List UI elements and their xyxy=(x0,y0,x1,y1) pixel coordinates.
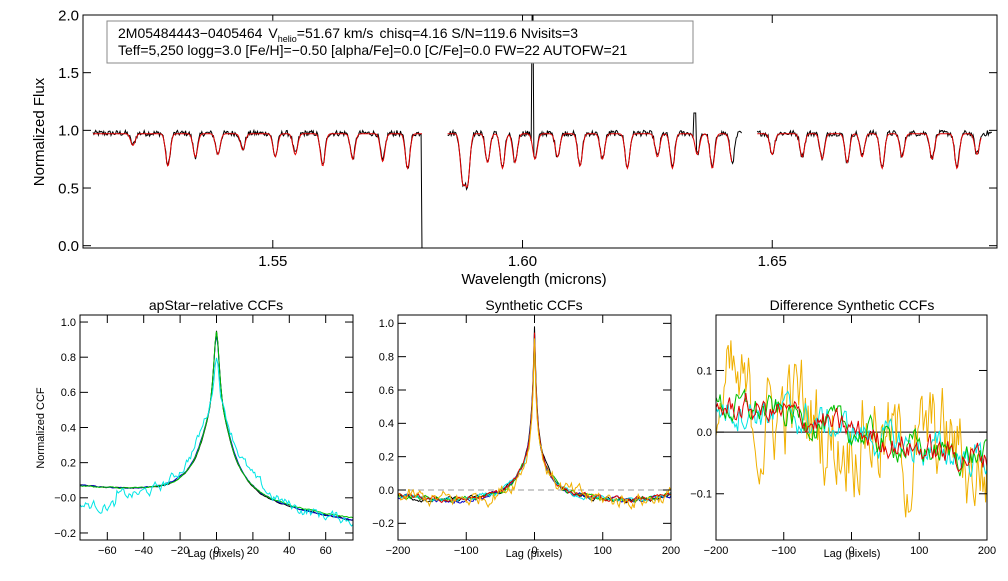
synthetic-ccf-xlabel: Lag (pixels) xyxy=(506,548,563,560)
difference-ccf-ticks: −200 −100 0 100 200 −0.1 0.0 0.1 xyxy=(690,315,996,557)
spectrum-plot-area xyxy=(92,15,993,248)
difference-ccf-title: Difference Synthetic CCFs xyxy=(770,297,935,313)
spectrum-xtick-label: 1.65 xyxy=(758,253,787,270)
difference-ccf-ytick-label: 0.0 xyxy=(697,427,712,439)
apstar-ccf-xtick-label: −20 xyxy=(171,545,190,557)
spectrum-ytick-label: 1.0 xyxy=(58,123,79,140)
spectrum-xtick-label: 1.55 xyxy=(258,253,287,270)
synthetic-ccf-xtick-label: 0 xyxy=(531,545,537,557)
apstar-ccf-ticks: −60 −40 −20 0 20 40 60 −0.2 −0.0 0.2 0.4 0.6 0.8 1.0 xyxy=(54,315,353,557)
difference-ccf-xtick-label: 100 xyxy=(910,545,928,557)
synthetic-ccf-series-visit-5 xyxy=(398,338,671,510)
difference-ccf-ytick-label: 0.1 xyxy=(697,365,712,377)
annotation-box xyxy=(106,20,694,64)
apstar-ccf-ytick-label: 0.4 xyxy=(61,422,76,434)
spectrum-panel: 1.55 1.60 1.65 0.0 0.5 1.0 1.5 2.0 Normalized F… xyxy=(31,7,998,288)
apstar-ccf-xtick-label: −60 xyxy=(98,545,117,557)
model-spectrum-line-chip-1 xyxy=(93,133,422,170)
synthetic-ccf-ytick-label: 0.6 xyxy=(379,385,394,397)
annotation-line-2: Teff=5,250 logg=3.0 [Fe/H]=−0.50 [alpha/… xyxy=(118,42,627,58)
synthetic-ccf-series-visit-2 xyxy=(398,335,671,503)
observed-spectrum-line-chip-1 xyxy=(92,128,423,248)
difference-ccf-plot-area xyxy=(716,340,987,518)
spectrum-ticks: 1.55 1.60 1.65 0.0 0.5 1.0 1.5 2.0 xyxy=(58,7,997,270)
object-id: 2M05484443−0405464 xyxy=(118,25,263,41)
difference-ccf-series-visit-1 xyxy=(716,340,987,518)
synthetic-ccf-panel: Synthetic CCFs −200 −100 0 100 200 −0.2 0.0 0.2… xyxy=(372,297,680,560)
spectrum-ytick-label: 2.0 xyxy=(58,7,79,24)
synthetic-ccf-plot-area xyxy=(398,326,671,510)
model-spectrum-line-chip-3 xyxy=(757,133,982,170)
apstar-ccf-xlabel: Lag (pixels) xyxy=(188,548,245,560)
apstar-ccf-ytick-label: −0.0 xyxy=(54,493,76,505)
v-helio-subscript: helio xyxy=(278,34,297,44)
spectrum-ytick-label: 0.0 xyxy=(58,238,79,255)
synthetic-ccf-ytick-label: 0.4 xyxy=(379,418,394,430)
model-spectrum-line-chip-2 xyxy=(447,133,733,188)
difference-ccf-xtick-label: 200 xyxy=(978,545,996,557)
apstar-ccf-series-visit-2 xyxy=(80,331,353,519)
v-helio-symbol: V xyxy=(268,25,278,41)
apstar-ccf-xtick-label: 0 xyxy=(213,545,219,557)
apstar-ccf-axes-frame xyxy=(79,314,354,541)
apstar-ccf-panel: apStar−relative CCFs −60 −40 −20 0 20 40 60 −0.… xyxy=(35,297,354,560)
spectrum-ylabel: Normalized Flux xyxy=(31,77,48,186)
apstar-ccf-title: apStar−relative CCFs xyxy=(149,297,283,313)
difference-ccf-series-visit-4 xyxy=(716,392,987,473)
annotation-line-1: 2M05484443−0405464 Vhelio=51.67 km/s chisq… xyxy=(118,25,578,44)
synthetic-ccf-ytick-label: 0.8 xyxy=(379,352,394,364)
synthetic-ccf-series-visit-3 xyxy=(398,335,671,502)
synthetic-ccf-ytick-label: −0.2 xyxy=(372,518,394,530)
synthetic-ccf-ytick-label: 1.0 xyxy=(379,318,394,330)
apstar-ccf-xtick-label: 40 xyxy=(283,545,295,557)
observed-spectrum-line-chip-3 xyxy=(756,128,993,169)
apstar-ccf-ytick-label: 0.6 xyxy=(61,387,76,399)
synthetic-ccf-xtick-label: 200 xyxy=(662,545,680,557)
apstar-ccf-ytick-label: 0.2 xyxy=(61,458,76,470)
difference-ccf-xtick-label: −200 xyxy=(704,545,729,557)
synthetic-ccf-ytick-label: 0.0 xyxy=(379,485,394,497)
synthetic-ccf-ytick-label: 0.2 xyxy=(379,452,394,464)
apstar-ccf-xtick-label: 20 xyxy=(247,545,259,557)
difference-ccf-xtick-label: −100 xyxy=(771,545,796,557)
apstar-ccf-series-visit-1 xyxy=(80,334,353,521)
apstar-ccf-ytick-label: −0.2 xyxy=(54,528,76,540)
synthetic-ccf-xtick-label: 100 xyxy=(594,545,612,557)
synthetic-ccf-xtick-label: −200 xyxy=(386,545,411,557)
spectrum-xtick-label: 1.60 xyxy=(508,253,537,270)
synthetic-ccf-xtick-label: −100 xyxy=(454,545,479,557)
apstar-ccf-series-visit-3 xyxy=(80,357,353,527)
spectrum-axes-frame xyxy=(82,14,998,249)
spectrum-ytick-label: 0.5 xyxy=(58,180,79,197)
difference-ccf-xtick-label: 0 xyxy=(848,545,854,557)
apstar-ccf-ytick-label: 1.0 xyxy=(61,317,76,329)
apstar-ccf-xtick-label: 60 xyxy=(320,545,332,557)
synthetic-ccf-series-visit-1 xyxy=(398,333,671,504)
fit-statistics: chisq=4.16 S/N=119.6 Nvisits=3 xyxy=(379,25,578,41)
apstar-ccf-xtick-label: −40 xyxy=(134,545,153,557)
synthetic-ccf-series-visit-4 xyxy=(398,332,671,504)
synthetic-ccf-title: Synthetic CCFs xyxy=(485,297,582,313)
v-helio-value: =51.67 km/s xyxy=(297,25,374,41)
spectrum-ytick-label: 1.5 xyxy=(58,65,79,82)
spectrum-xlabel: Wavelength (microns) xyxy=(461,271,606,288)
apstar-ccf-plot-area xyxy=(80,330,353,527)
difference-ccf-panel: Difference Synthetic CCFs −200 −100 0 100 20… xyxy=(690,297,996,560)
difference-ccf-xlabel: Lag (pixels) xyxy=(824,548,881,560)
apstar-ccf-ylabel: Normalized CCF xyxy=(35,387,47,469)
apstar-ccf-ytick-label: 0.8 xyxy=(61,352,76,364)
difference-ccf-ytick-label: −0.1 xyxy=(690,489,712,501)
synthetic-ccf-ticks: −200 −100 0 100 200 −0.2 0.0 0.2 0.4 0.6 0.8 1.0 xyxy=(372,315,680,557)
